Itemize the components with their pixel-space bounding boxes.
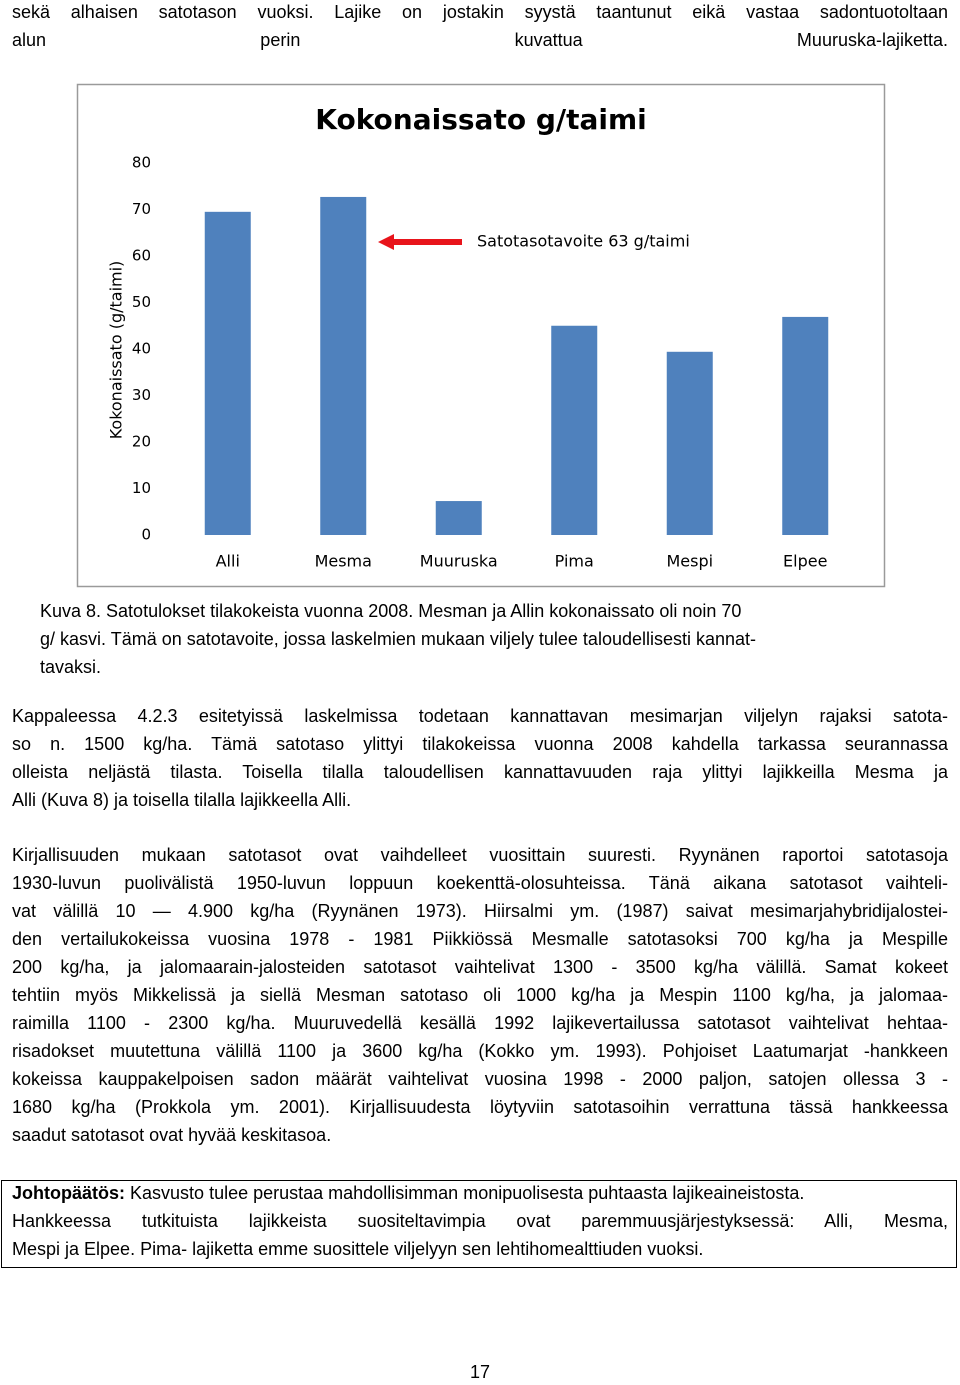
paragraph-line: risadokset muutettuna välillä 1100 ja 36… — [12, 1041, 948, 1061]
x-tick-label: Elpee — [783, 552, 827, 571]
bar — [435, 501, 482, 535]
conclusion-label: Johtopäätös: — [12, 1183, 126, 1203]
paragraph-line: vat välillä 10 — 4.900 kg/ha (Ryynänen 1… — [12, 901, 948, 921]
text-line: sekä alhaisen satotason vuoksi. Lajike o… — [12, 2, 948, 22]
y-tick-label: 80 — [132, 154, 151, 172]
bar — [204, 211, 251, 535]
conclusion-line: Johtopäätös: Kasvusto tulee perustaa mah… — [12, 1182, 948, 1204]
paragraph-line: tehtiin myös Mikkelissä ja siellä Mesman… — [12, 985, 948, 1005]
paragraph-line: kokeissa kauppakelpoisen sadon määrät va… — [12, 1069, 948, 1089]
x-tick-label: Alli — [216, 552, 240, 571]
y-tick-label: 40 — [132, 340, 151, 358]
y-tick-label: 0 — [141, 526, 151, 544]
y-tick-label: 70 — [132, 200, 151, 218]
paragraph-line: so n. 1500 kg/ha. Tämä satotaso ylittyi … — [12, 734, 948, 754]
bar — [782, 316, 829, 535]
conclusion-box — [1, 1180, 957, 1268]
x-tick-label: Muuruska — [420, 552, 498, 571]
bar — [551, 325, 598, 535]
x-tick-label: Pima — [555, 552, 594, 571]
y-tick-label: 60 — [132, 247, 151, 265]
paragraph-line: 200 kg/ha, ja jalomaarain-jalosteiden sa… — [12, 957, 948, 977]
y-tick-label: 20 — [132, 433, 151, 451]
bar — [320, 196, 367, 535]
x-tick-label: Mespi — [666, 552, 713, 571]
chart-title: Kokonaissato g/taimi — [315, 103, 647, 136]
y-tick-label: 10 — [132, 479, 151, 497]
x-tick-label: Mesma — [315, 552, 372, 571]
chart: Kokonaissato g/taimi Kokonaissato (g/tai… — [76, 83, 886, 588]
paragraph-line: Alli (Kuva 8) ja toisella tilalla lajikk… — [12, 790, 352, 810]
caption-line: g/ kasvi. Tämä on satotavoite, jossa las… — [40, 629, 757, 649]
caption-line: Kuva 8. Satotulokset tilakokeista vuonna… — [40, 601, 742, 621]
page-number: 17 — [469, 1362, 491, 1382]
paragraph-line: raimilla 1100 - 2300 kg/ha. Muuruvedellä… — [12, 1013, 948, 1033]
paragraph-line: den vertailukokeissa vuosina 1978 - 1981… — [12, 929, 948, 949]
paragraph-line: olleista neljästä tilasta. Toisella tila… — [12, 762, 948, 782]
conclusion-line: Mespi ja Elpee. Pima- lajiketta emme suo… — [12, 1239, 704, 1259]
paragraph-line: Kappaleessa 4.2.3 esitetyissä laskelmiss… — [12, 706, 948, 726]
annotation-arrowhead — [378, 234, 394, 251]
paragraph-line: saadut satotasot ovat hyvää keskitasoa. — [12, 1125, 332, 1145]
y-tick-label: 30 — [132, 386, 151, 404]
paragraph-line: Kirjallisuuden mukaan satotasot ovat vai… — [12, 845, 948, 865]
conclusion-line: Hankkeessa tutkituista lajikkeista suosi… — [12, 1211, 948, 1231]
y-axis-label: Kokonaissato (g/taimi) — [107, 261, 126, 440]
caption-line: tavaksi. — [40, 657, 102, 677]
conclusion-text: Kasvusto tulee perustaa mahdollisimman m… — [130, 1183, 805, 1203]
y-tick-label: 50 — [132, 293, 151, 311]
paragraph-line: 1930-luvun puolivälistä 1950-luvun loppu… — [12, 873, 948, 893]
annotation-text: Satotasotavoite 63 g/taimi — [477, 232, 690, 251]
bar — [666, 351, 713, 535]
paragraph-line: 1680 kg/ha (Prokkola ym. 2001). Kirjalli… — [12, 1097, 948, 1117]
text-line: alun perin kuvattua Muuruska-lajiketta. — [12, 30, 948, 50]
